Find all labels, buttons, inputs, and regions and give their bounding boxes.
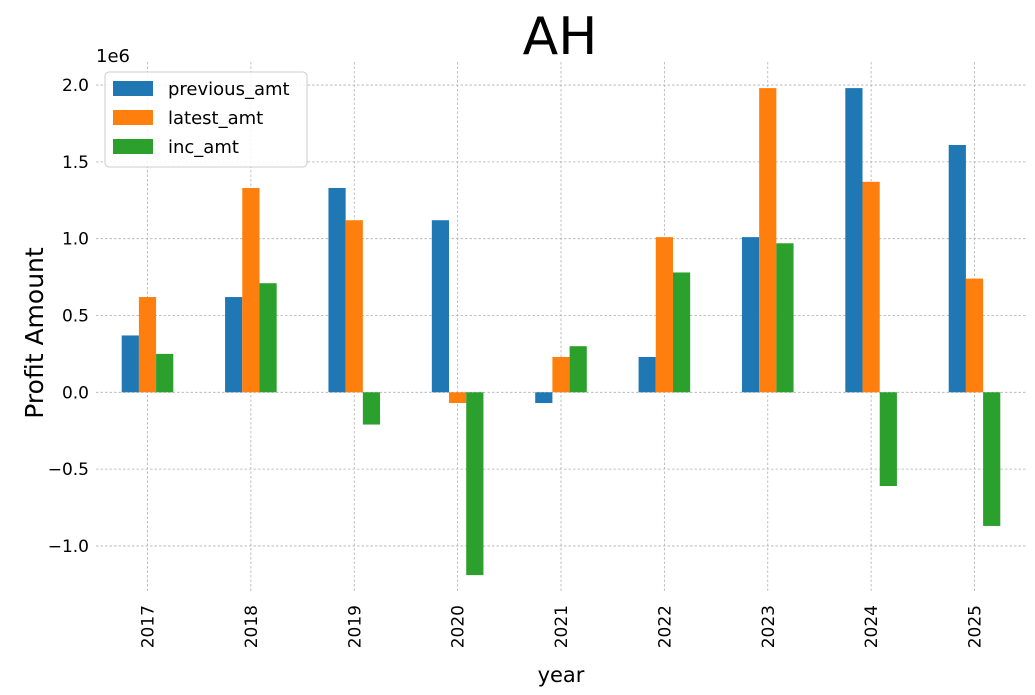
bar-inc_amt-2024 — [879, 392, 897, 486]
y-tick-label: −0.5 — [48, 460, 89, 480]
bar-previous_amt-2018 — [225, 297, 243, 393]
bar-latest_amt-2021 — [552, 356, 570, 393]
bar-latest_amt-2018 — [242, 187, 260, 393]
legend-swatch-latest_amt — [113, 110, 153, 125]
bar-inc_amt-2018 — [259, 283, 277, 393]
x-tick-label: 2017 — [139, 605, 159, 648]
bar-inc_amt-2025 — [983, 392, 1001, 526]
legend: previous_amt latest_amt inc_amt — [104, 71, 308, 168]
legend-swatch-previous_amt — [113, 81, 153, 96]
bar-previous_amt-2024 — [845, 88, 863, 393]
chart-title: AH — [523, 7, 598, 67]
bar-inc_amt-2021 — [569, 346, 587, 393]
bar-previous_amt-2023 — [741, 237, 760, 393]
x-tick-labels: 2017 2018 2019 2020 2021 2022 2023 2024 2025 — [139, 605, 986, 648]
bar-inc_amt-2020 — [466, 392, 484, 576]
y-tick-label: −1.0 — [48, 537, 89, 557]
x-tick-label: 2019 — [345, 605, 365, 648]
y-tick-label: 2.0 — [62, 76, 89, 96]
y-tick-label: 1.0 — [62, 230, 89, 250]
y-tick-label: 0.5 — [62, 306, 89, 326]
x-tick-label: 2022 — [655, 605, 675, 648]
bar-previous_amt-2020 — [431, 220, 450, 393]
y-tick-label: 0.0 — [62, 383, 89, 403]
x-tick-label: 2020 — [449, 605, 469, 648]
bar-previous_amt-2022 — [638, 356, 656, 393]
legend-label-inc_amt: inc_amt — [168, 137, 239, 158]
y-tick-label: 1.5 — [62, 153, 89, 173]
y-tick-labels: −1.0 −0.5 0.0 0.5 1.0 1.5 2.0 — [48, 76, 89, 557]
legend-swatch-inc_amt — [113, 139, 153, 154]
bar-latest_amt-2020 — [449, 392, 467, 404]
bar-latest_amt-2017 — [138, 297, 157, 393]
bar-previous_amt-2017 — [121, 335, 139, 393]
x-axis-label: year — [538, 663, 585, 687]
x-tick-label: 2021 — [552, 605, 572, 648]
bar-latest_amt-2022 — [655, 237, 673, 393]
bar-latest_amt-2025 — [965, 278, 984, 393]
x-tick-label: 2018 — [242, 605, 262, 648]
bar-previous_amt-2025 — [948, 144, 966, 393]
bar-inc_amt-2022 — [672, 272, 691, 393]
bar-previous_amt-2019 — [328, 187, 346, 393]
legend-box — [104, 71, 308, 168]
bar-latest_amt-2023 — [759, 88, 777, 393]
bars-group — [121, 88, 1001, 576]
bar-latest_amt-2019 — [345, 220, 363, 393]
bar-previous_amt-2021 — [535, 392, 553, 404]
y-axis-label: Profit Amount — [20, 247, 49, 419]
legend-label-latest_amt: latest_amt — [168, 108, 263, 129]
bar-inc_amt-2023 — [776, 243, 794, 393]
y-scale-label: 1e6 — [96, 46, 130, 67]
x-tick-label: 2023 — [759, 605, 779, 648]
bar-inc_amt-2017 — [156, 353, 174, 393]
bar-latest_amt-2024 — [862, 181, 880, 393]
x-tick-label: 2024 — [862, 605, 882, 648]
x-tick-label: 2025 — [966, 605, 986, 648]
legend-label-previous_amt: previous_amt — [168, 79, 290, 100]
bar-inc_amt-2019 — [362, 392, 381, 425]
